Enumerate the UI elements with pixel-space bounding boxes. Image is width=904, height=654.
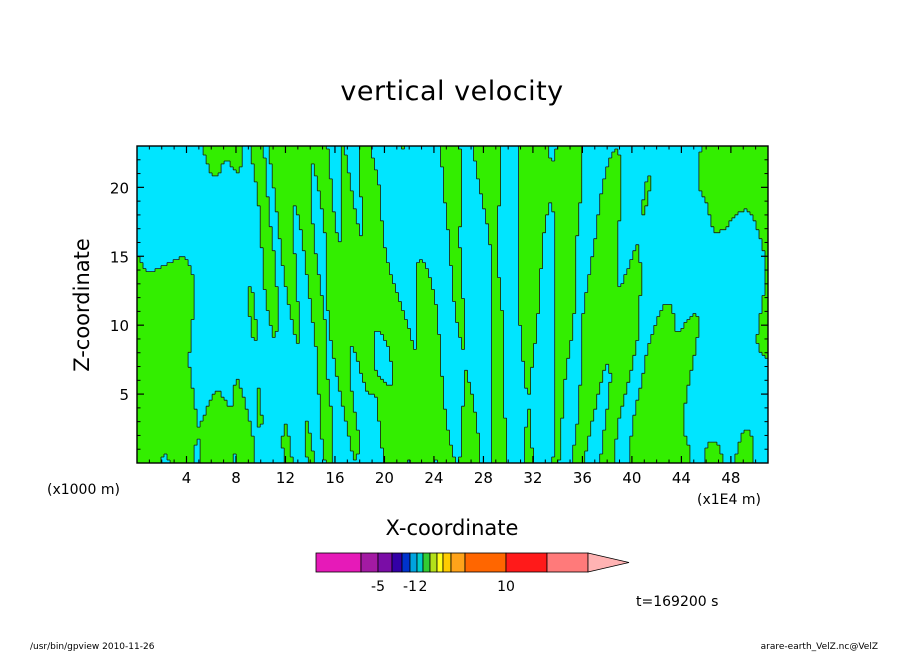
y-tick-label: 5: [119, 386, 129, 404]
colorbar-segment: [377, 552, 393, 573]
colorbar-tick-label: 10: [497, 579, 515, 595]
footer-program-date: /usr/bin/gpview 2010-11-26: [30, 642, 155, 652]
colorbar-segment: [422, 552, 431, 573]
x-tick-label: 8: [231, 469, 241, 487]
chart-title: vertical velocity: [340, 76, 564, 107]
x-scale-note: (x1E4 m): [697, 492, 761, 508]
colorbar-segment: [505, 552, 548, 573]
x-tick-label: 20: [375, 469, 394, 487]
plot-frame: [136, 145, 769, 464]
colorbar-tick-label: -5: [371, 579, 385, 595]
velocity-field: [137, 146, 768, 463]
colorbar-segment: [450, 552, 466, 573]
time-label: t=169200 s: [636, 594, 719, 610]
y-axis-label: Z-coordinate: [70, 238, 94, 372]
colorbar-tick-label: -1: [403, 579, 417, 595]
colorbar: -5 -1 2 10: [315, 552, 630, 595]
y-tick-label: 10: [110, 317, 129, 335]
colorbar-segment: [442, 552, 452, 573]
x-axis-label: X-coordinate: [385, 516, 519, 540]
colorbar-segment: [315, 552, 362, 573]
colorbar-segment: [360, 552, 379, 573]
colorbar-segment: [429, 552, 438, 573]
x-tick-label: 12: [276, 469, 295, 487]
colorbar-segment: [546, 552, 589, 573]
y-tick-label: 15: [110, 248, 129, 266]
x-tick-label: 32: [523, 469, 542, 487]
x-tick-label: 36: [573, 469, 592, 487]
x-tick-label: 48: [721, 469, 740, 487]
y-tick-label: 20: [110, 179, 129, 197]
colorbar-tick-label: 2: [419, 579, 428, 595]
colorbar-segment: [409, 552, 418, 573]
x-tick-label: 44: [672, 469, 691, 487]
colorbar-extend-arrow: [587, 552, 630, 573]
x-tick-label: 28: [474, 469, 493, 487]
x-tick-label: 16: [325, 469, 344, 487]
x-unit-note: (x1000 m): [47, 482, 120, 498]
colorbar-segment: [436, 552, 444, 573]
positive-velocity-region: [137, 146, 768, 463]
x-tick-label: 24: [424, 469, 443, 487]
colorbar-segment: [416, 552, 424, 573]
colorbar-segment: [464, 552, 507, 573]
x-tick-label: 40: [622, 469, 641, 487]
plot-area: [136, 145, 769, 464]
colorbar-segment: [391, 552, 403, 573]
x-tick-label: 4: [182, 469, 192, 487]
zero-contour: [137, 146, 768, 463]
colorbar-segment: [401, 552, 411, 573]
footer-source-file: arare-earth_VelZ.nc@VelZ: [760, 642, 878, 652]
